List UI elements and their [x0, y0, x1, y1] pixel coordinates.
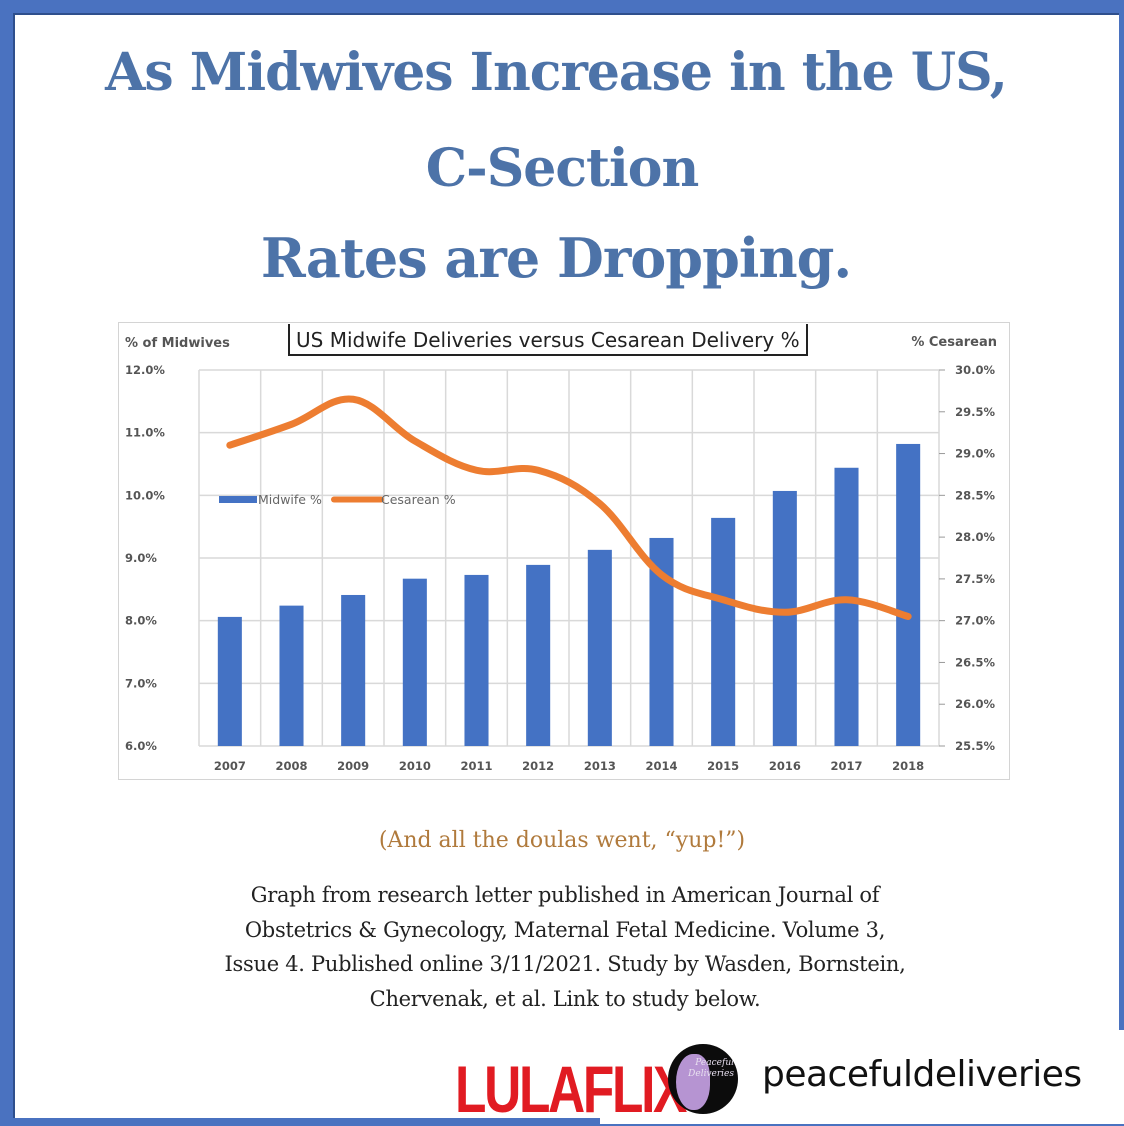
x-tick-label: 2014	[645, 759, 677, 773]
source-citation: Graph from research letter published in …	[150, 878, 980, 1016]
right-axis-ticks: 30.0% 29.5% 29.0% 28.5% 28.0% 27.5% 27.0% 26.5%…	[955, 363, 995, 753]
bar-midwife-2013	[588, 550, 612, 746]
left-tick-label: 10.0%	[125, 488, 165, 502]
account-handle: peacefuldeliveries	[762, 1054, 1082, 1095]
bar-midwife-2015	[711, 518, 735, 746]
right-tick-label: 26.0%	[955, 697, 995, 711]
chart-title: US Midwife Deliveries versus Cesarean De…	[288, 324, 808, 356]
profile-avatar: Peaceful Deliveries	[668, 1044, 738, 1114]
right-tick-label: 28.5%	[955, 488, 995, 502]
left-tick-label: 9.0%	[125, 551, 157, 565]
legend-label-cesarean: Cesarean %	[381, 492, 456, 507]
headline-line-1: As Midwives Increase in the US,	[0, 42, 1118, 103]
source-line: Obstetrics & Gynecology, Maternal Fetal …	[150, 913, 980, 948]
bar-midwife-2007	[218, 617, 242, 746]
left-tick-label: 11.0%	[125, 426, 165, 440]
left-axis-ticks: 12.0% 11.0% 10.0% 9.0% 8.0% 7.0% 6.0%	[125, 363, 165, 753]
x-tick-label: 2007	[214, 759, 246, 773]
chart-frame: % of Midwives % Cesarean 12.0% 11.0% 10.0%…	[118, 322, 1010, 780]
bar-midwife-2018	[896, 444, 920, 746]
right-axis-title: % Cesarean	[911, 335, 997, 350]
bar-midwife-2011	[464, 575, 488, 746]
legend-swatch-midwife	[219, 496, 257, 503]
right-tick-label: 26.5%	[955, 655, 995, 669]
left-tick-label: 12.0%	[125, 363, 165, 377]
source-line: Issue 4. Published online 3/11/2021. Stu…	[150, 947, 980, 982]
bar-midwife-2009	[341, 595, 365, 746]
x-axis-ticks: 2007 2008 2009 2010 2011 2012 2013 2014 2015 2016…	[214, 759, 924, 773]
source-line: Graph from research letter published in …	[150, 878, 980, 913]
left-tick-label: 6.0%	[125, 739, 157, 753]
headline-line-3: Rates are Dropping.	[0, 226, 1118, 290]
x-tick-label: 2009	[337, 759, 369, 773]
bar-midwife-2010	[403, 579, 427, 746]
x-tick-label: 2011	[460, 759, 492, 773]
left-axis-title: % of Midwives	[125, 336, 230, 351]
x-tick-label: 2018	[892, 759, 924, 773]
right-tick-label: 27.5%	[955, 572, 995, 586]
bar-midwife-2017	[834, 468, 858, 746]
x-tick-label: 2008	[275, 759, 307, 773]
right-tick-label: 29.0%	[955, 447, 995, 461]
gridlines	[199, 370, 945, 746]
headline-line-2: C-Section	[0, 138, 1124, 199]
bar-midwife-2008	[279, 606, 303, 746]
combo-chart: % of Midwives % Cesarean 12.0% 11.0% 10.0%…	[119, 323, 1009, 779]
left-tick-label: 7.0%	[125, 676, 157, 690]
x-tick-label: 2012	[522, 759, 554, 773]
x-tick-label: 2010	[399, 759, 431, 773]
right-tick-label: 25.5%	[955, 739, 995, 753]
x-tick-label: 2013	[584, 759, 616, 773]
avatar-text: Peaceful Deliveries	[668, 1058, 734, 1080]
right-tick-label: 28.0%	[955, 530, 995, 544]
left-tick-label: 8.0%	[125, 614, 157, 628]
x-tick-label: 2017	[830, 759, 862, 773]
bar-midwife-2016	[773, 491, 797, 746]
bar-midwife-2012	[526, 565, 550, 746]
right-tick-label: 30.0%	[955, 363, 995, 377]
right-tick-label: 29.5%	[955, 405, 995, 419]
source-line: Chervenak, et al. Link to study below.	[150, 982, 980, 1017]
caption: (And all the doulas went, “yup!”)	[0, 828, 1124, 853]
right-tick-label: 27.0%	[955, 614, 995, 628]
x-tick-label: 2015	[707, 759, 739, 773]
legend-label-midwife: Midwife %	[258, 492, 322, 507]
chart-legend: Midwife % Cesarean %	[219, 492, 456, 507]
x-tick-label: 2016	[769, 759, 801, 773]
frame-gap	[1119, 1030, 1124, 1124]
lulaflix-logo: LULAFLIX	[455, 1056, 685, 1122]
